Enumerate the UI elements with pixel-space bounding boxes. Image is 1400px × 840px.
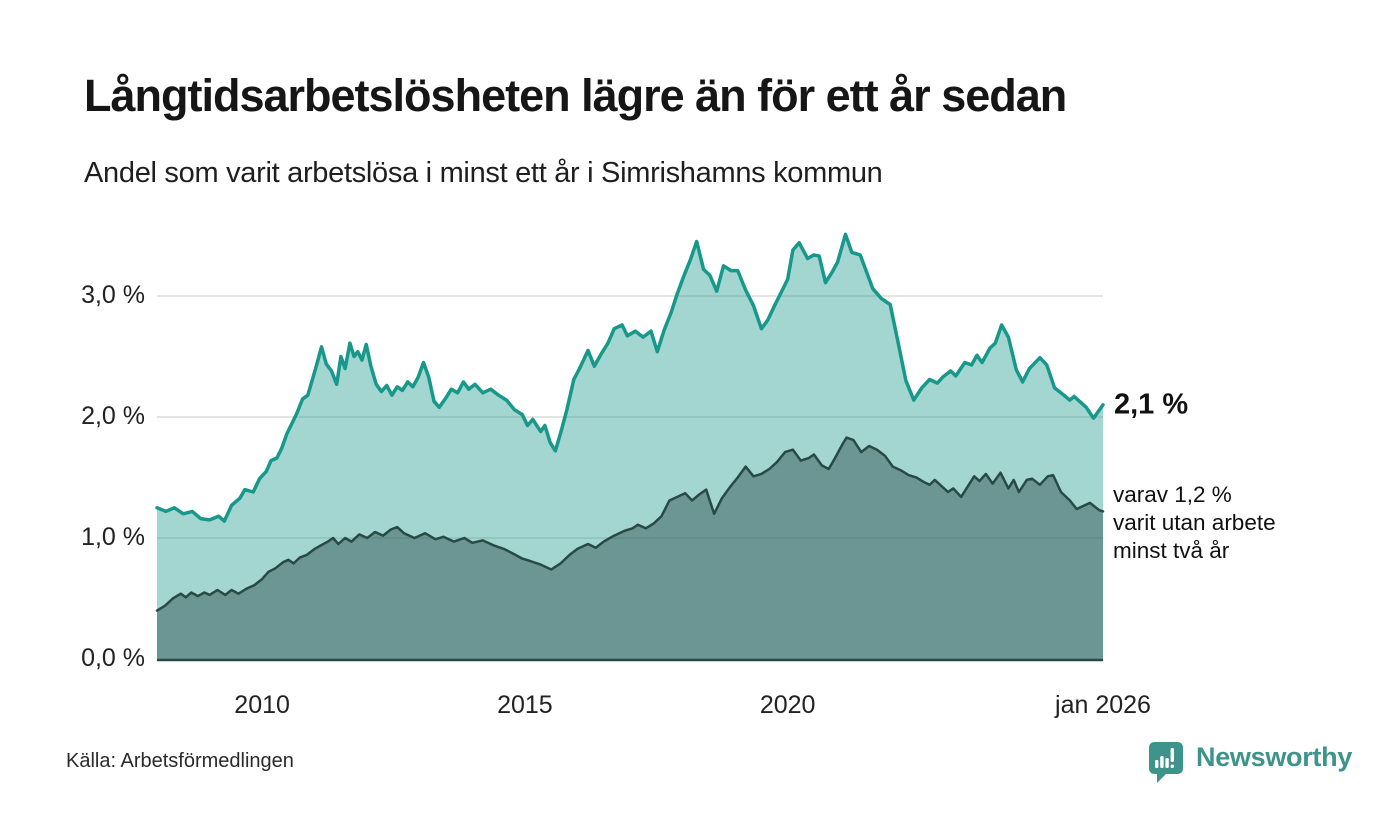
- newsworthy-logo: Newsworthy: [1146, 740, 1352, 788]
- latest-value-label: 2,1 %: [1114, 388, 1189, 421]
- newsworthy-logo-icon: [1149, 742, 1183, 783]
- unemployed-min-2-years-line: [155, 436, 1105, 612]
- secondary-value-line: varit utan arbete: [1113, 510, 1276, 535]
- page-subtitle: Andel som varit arbetslösa i minst ett å…: [84, 157, 883, 189]
- source-text: Källa: Arbetsförmedlingen: [66, 750, 294, 772]
- newsworthy-logo-text: Newsworthy: [1196, 742, 1353, 772]
- unemployed-min-2-years-area: [157, 437, 1103, 659]
- unemployed-min-1-year-line: [155, 232, 1105, 523]
- secondary-value-line: varav 1,2 %: [1113, 482, 1232, 507]
- secondary-value-label: varav 1,2 % varit utan arbete minst två …: [1113, 481, 1276, 565]
- unemployed-min-1-year-area: [157, 234, 1103, 660]
- page-title: Långtidsarbetslösheten lägre än för ett …: [84, 70, 1067, 121]
- secondary-value-line: minst två år: [1113, 538, 1230, 563]
